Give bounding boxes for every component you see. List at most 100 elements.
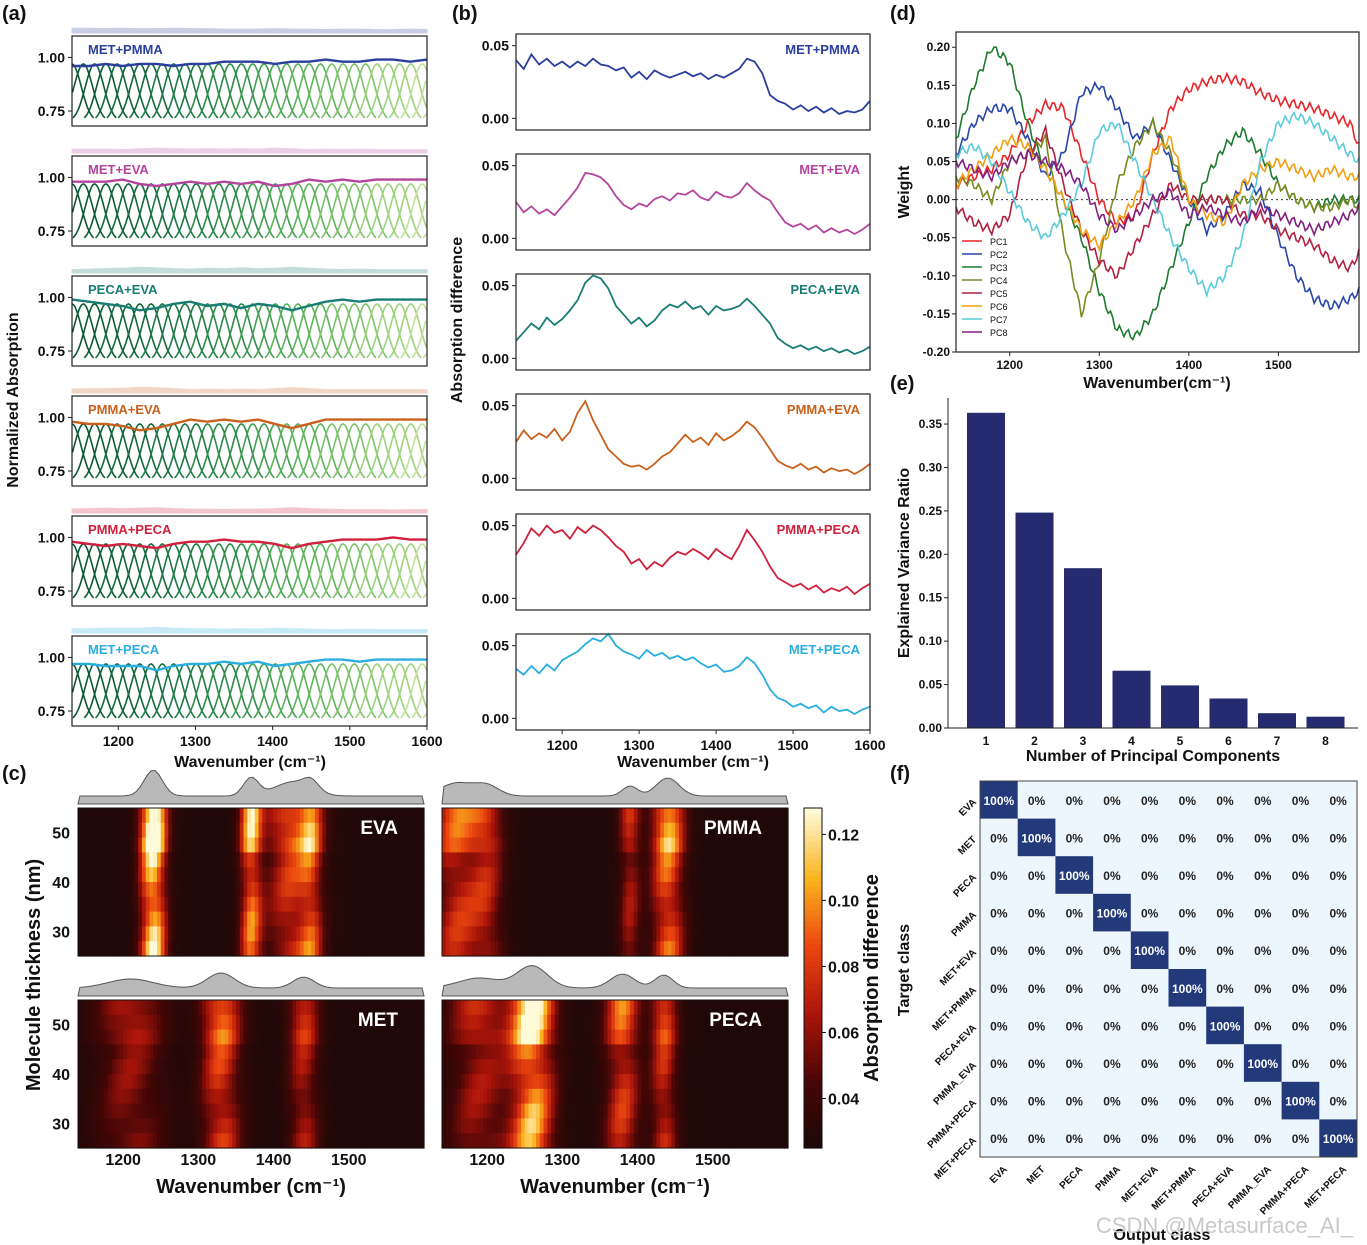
heat-cell [716,911,721,927]
heat-cell [247,911,252,927]
heat-cell [205,1103,211,1119]
heat-cell [746,837,751,853]
heat-cell [445,882,451,898]
heat-cell [81,1118,87,1134]
heat-cell [397,852,403,868]
heat-cell [641,837,646,853]
heat-cell [153,1088,158,1105]
heat-cell [554,867,560,883]
heat-cell [701,911,706,927]
heat-cell [720,896,725,913]
heat-cell [412,1074,418,1090]
heat-cell [502,926,507,942]
heat-cell [307,1074,312,1090]
heat-cell [209,1044,214,1060]
heat-cell [281,852,286,868]
heat-cell [81,852,87,868]
heat-cell [633,926,639,942]
heat-cell [348,1044,354,1060]
heat-cell [566,911,571,927]
heat-cell [220,896,226,913]
heat-cell [712,896,718,913]
heat-cell [85,808,90,824]
heat-cell [558,1044,563,1060]
heat-cell [667,926,673,942]
heat-cell [577,896,582,913]
heat-cell [93,926,98,942]
heat-cell [281,808,286,824]
heat-cell [697,1088,703,1105]
heat-cell [311,1088,316,1105]
x-axis-label-2: Wavenumber (cm⁻¹) [520,1176,710,1198]
x-tick-label: 1500 [1265,358,1292,372]
heat-cell [179,926,184,942]
heat-cell [750,1029,755,1045]
matrix-cell-value: 0% [1066,1019,1084,1033]
heat-cell [251,1000,256,1016]
heat-cell [769,837,774,853]
heat-cell [126,882,132,898]
heat-cell [498,882,503,898]
heat-cell [709,1118,714,1134]
heat-cell [558,896,563,913]
series-label-MET+PECA: MET+PECA [88,642,160,657]
heat-cell [449,1118,454,1134]
colorbar-step [804,944,822,951]
heat-cell [735,1000,740,1016]
heat-cell [630,911,635,927]
heat-cell [603,822,609,839]
heat-cell [217,1103,222,1119]
heat-cell [183,1044,188,1060]
heat-cell [750,1118,755,1134]
heat-cell [100,941,105,957]
heat-cell [513,1059,518,1075]
heat-cell [502,1074,507,1090]
heat-cell [588,1088,594,1105]
heat-cell [262,896,267,913]
heat-cell [108,941,113,957]
heat-cell [780,941,785,957]
colorbar-step [804,1017,822,1024]
y-tick-label: 0.20 [927,40,951,54]
heat-cell [615,1000,620,1016]
heat-cell [213,926,218,942]
heat-cell [235,852,241,868]
heat-cell [709,911,714,927]
basis-curve [128,302,174,359]
heat-cell [356,911,361,927]
heat-cell [235,1133,241,1149]
heat-cell [296,808,301,824]
heat-cell [220,1059,226,1075]
heat-cell [457,1133,462,1149]
heat-cell [784,1044,789,1060]
heat-cell [345,1133,350,1149]
heat-cell [769,1059,774,1075]
heat-cell [115,1059,120,1075]
basis-curve [422,593,427,599]
heat-cell [705,1029,710,1045]
heat-cell [464,1059,469,1075]
heat-cell [341,1000,346,1016]
basis-curve [219,182,264,239]
heat-cell [345,1118,350,1134]
heat-cell [686,1118,691,1134]
heat-cell [314,852,320,868]
heat-cell [175,1103,181,1119]
heat-cell [445,1088,451,1105]
heat-cell [232,926,237,942]
heat-cell [539,822,545,839]
heat-cell [412,1059,418,1075]
heat-cell [119,911,124,927]
heat-cell [442,1029,447,1045]
heat-cell [475,1133,481,1149]
matrix-cell-diagonal [1130,931,1169,969]
heat-cell [172,1103,177,1119]
heat-cell [592,808,597,824]
heat-cell [386,1059,391,1075]
heat-cell [720,1118,725,1134]
heat-cell [382,1000,387,1016]
heat-cell [622,808,627,824]
basis-curve [241,662,287,719]
matrix-cell-value: 100% [1247,1057,1278,1071]
heat-cell [626,837,631,853]
